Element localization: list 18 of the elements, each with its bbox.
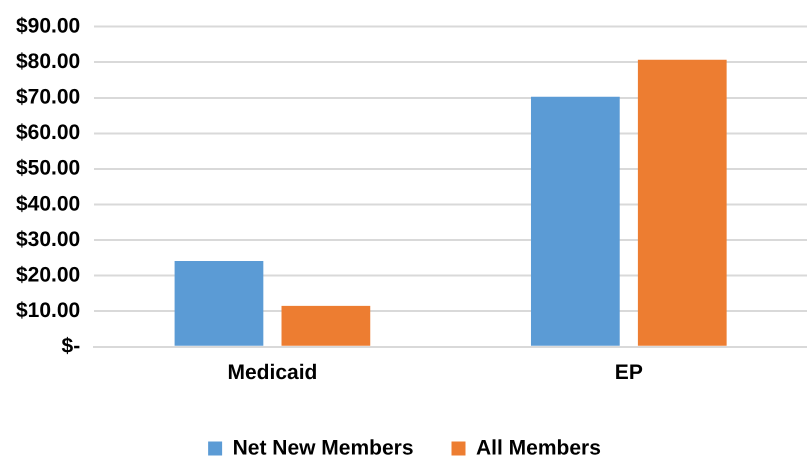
bar [638, 60, 727, 346]
y-tick-label: $40.00 [16, 192, 80, 216]
bar [530, 96, 620, 346]
bar [174, 261, 264, 346]
x-tick-label: Medicaid [227, 361, 318, 384]
y-tick-label: $90.00 [16, 14, 80, 38]
y-tick-label: $10.00 [16, 299, 80, 322]
legend-label: All Members [476, 436, 601, 460]
y-tick-label: $50.00 [16, 156, 80, 180]
y-tick-label: $30.00 [16, 228, 80, 251]
y-tick-label: $70.00 [16, 86, 80, 109]
x-tick-label: EP [614, 361, 643, 384]
y-tick-label: $20.00 [16, 263, 80, 286]
y-tick-label: $60.00 [16, 121, 80, 144]
y-tick-label: $- [62, 334, 80, 358]
y-tick-label: $80.00 [16, 50, 80, 73]
bar [282, 306, 370, 346]
legend-label: Net New Members [232, 436, 414, 460]
